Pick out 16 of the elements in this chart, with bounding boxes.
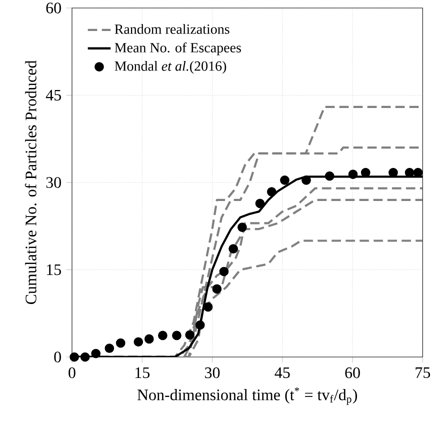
legend-label: Random realizations [114, 24, 230, 34]
y-tick-label: 15 [47, 264, 61, 276]
x-axis-title: Non-dimensional time (t$^{*}$ = tv$_{f}$/d$_{p}$) [137, 387, 358, 405]
x-tick-label: 0 [68, 367, 76, 378]
legend-label: Mondal et al.(2016) [114, 60, 226, 74]
y-axis-title: Cumulative No. of Particles Produced [24, 60, 36, 304]
x-tick-label: 75 [416, 367, 430, 378]
legend-label: Mean No. of Escapees [114, 42, 241, 56]
y-tick-label: 45 [46, 90, 61, 101]
y-tick-label: 0 [54, 352, 61, 362]
x-tick-label: 30 [205, 367, 220, 378]
x-tick-label: 15 [136, 367, 150, 378]
x-tick-label: 60 [345, 367, 360, 378]
y-tick-label: 60 [46, 2, 61, 14]
y-tick-label: 30 [46, 177, 61, 188]
x-tick-label: 45 [274, 367, 290, 378]
